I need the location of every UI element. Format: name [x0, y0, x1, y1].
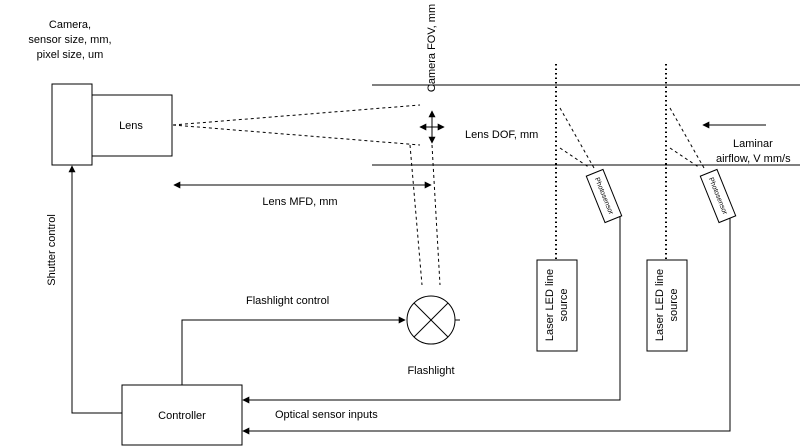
shutter-control-label: Shutter control: [46, 214, 58, 286]
laminar-label-line2: airflow, V mm/s: [716, 153, 791, 165]
lens-box: [91, 94, 173, 157]
optical-sensor-inputs-label: Optical sensor inputs: [275, 409, 378, 421]
sensor-1-input-line: [242, 216, 621, 404]
photosensor-2: Photosensor: [699, 168, 737, 224]
laser-source-1-label-line1: Laser LED line: [544, 269, 556, 341]
flash-ray-right: [431, 144, 441, 286]
camera-label-line3: pixel size, um: [37, 49, 104, 61]
flashlight-cross-b: [413, 302, 449, 338]
fov-ray-bottom: [172, 124, 421, 146]
camera-label-line1: Camera,: [49, 19, 91, 31]
flash-ray-left: [409, 144, 423, 286]
lens-label: Lens: [119, 120, 143, 132]
controller-label: Controller: [158, 410, 206, 422]
flashlight-control-label: Flashlight control: [246, 295, 329, 307]
flashlight-label: Flashlight: [407, 365, 454, 377]
laser-source-2: [646, 259, 688, 352]
sensor-2-input-line: [242, 218, 731, 435]
lens-mfd-label: Lens MFD, mm: [262, 196, 337, 208]
laser-source-2-label-line2: source: [668, 288, 680, 321]
laser-source-2-label-line1: Laser LED line: [654, 269, 666, 341]
controller-box: [121, 384, 243, 446]
fov-ray-top: [172, 104, 421, 126]
camera-body: [51, 83, 93, 166]
laser-source-1: [536, 259, 578, 352]
laminar-label-line1: Laminar: [733, 138, 773, 150]
shutter-control-line: [68, 165, 122, 414]
laser-source-1-label-line2: source: [558, 288, 570, 321]
photosensor-2-ray-b: [669, 147, 701, 169]
flashlight-control-line: [181, 316, 406, 385]
camera-fov-label: Camera FOV, mm: [426, 4, 438, 92]
camera-label-line2: sensor size, mm,: [28, 34, 111, 46]
lens-dof-label: Lens DOF, mm: [465, 129, 538, 141]
photosensor-1: Photosensor: [585, 168, 623, 224]
photosensor-1-ray-b: [559, 147, 591, 169]
